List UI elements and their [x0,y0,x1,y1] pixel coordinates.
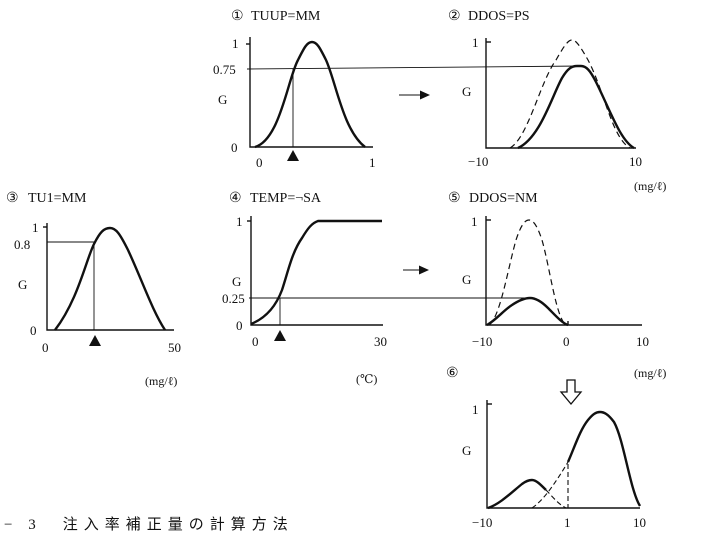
panel-5-ytick-1: 1 [471,214,478,229]
panel-4-ytick-1: 1 [236,214,243,229]
panel-3-ylabel: G [18,277,27,292]
panel-4-title: TEMP=¬SA [250,191,322,206]
panel-4-xtick-0: 0 [252,334,259,349]
panel-2-xtick-10: 10 [629,154,642,169]
panel-3-axes [46,223,174,331]
panel-3-ytick-08: 0.8 [14,237,30,252]
panel-5-unit: (mg/ℓ) [634,366,666,380]
panel-6-axes [486,400,640,509]
panel-5-title: DDOS=NM [469,191,538,206]
right-arrow-icon [419,265,429,275]
panel-2-full-set-curve [509,39,631,149]
panel-1-xtick-0: 0 [256,155,263,170]
panel-6: ⑥ 1 G −10 1 10 [446,366,646,530]
panel-4-ytick-025: 0.25 [222,291,245,306]
panel-1-ytick-1: 1 [232,36,239,51]
panel-2-unit: (mg/ℓ) [634,179,666,193]
panel-1-ylabel: G [218,92,227,107]
panel-2-ylabel: G [462,84,471,99]
panel-6-ylabel: G [462,443,471,458]
panel-2-axes [485,38,636,149]
panel-2-ytick-1: 1 [472,35,479,50]
panel-4-membership-curve [250,219,382,326]
panel-1-xtick-1: 1 [369,155,376,170]
panel-5-full-set-curve [488,219,567,326]
panel-4-xtick-30: 30 [374,334,387,349]
panel-5-xtick-neg10: −10 [472,334,492,349]
panel-5-xtick-10: 10 [636,334,649,349]
figure-caption: − 3 注入率補正量の計算方法 [4,515,294,533]
panel-3-xtick-50: 50 [168,340,181,355]
panel-5-xtick-0: 0 [563,334,570,349]
panel-1-title: TUUP=MM [251,9,321,24]
right-arrow-icon [420,90,430,100]
panel-3: ③ TU1=MM 1 0.8 0 G 0 50 (mg/ℓ) [6,191,181,388]
panel-3-ytick-0: 0 [30,323,37,338]
panel-6-right-peak-tail [531,461,569,509]
panel-6-ytick-1: 1 [472,402,479,417]
panel-6-xtick-1: 1 [564,515,571,530]
panel-3-xtick-0: 0 [42,340,49,355]
panel-5-ylabel: G [462,272,471,287]
panel-4-ytick-0: 0 [236,318,243,333]
panel-6-left-peak [487,478,547,510]
panel-4-ylabel: G [232,274,241,289]
panel-3-title: TU1=MM [28,191,87,206]
panel-3-number: ③ [6,191,19,206]
panel-2: ② DDOS=PS 1 G −10 10 (mg/ℓ) [448,9,666,193]
panel-6-left-peak-tail [545,489,567,509]
panel-3-ytick-1: 1 [32,220,39,235]
panel-5-clipped-curve [486,296,569,327]
panel-1-number: ① [231,9,244,24]
panel-5: ⑤ DDOS=NM 1 G −10 0 10 (mg/ℓ) [448,191,666,380]
panel-1-membership-curve [254,40,366,149]
panel-1-triangle-marker-icon [287,150,299,161]
panel-4-triangle-marker-icon [274,330,286,341]
panel-3-membership-curve [54,226,167,331]
panel-5-axes [485,216,642,326]
panel-6-right-peak [566,410,642,507]
panel-6-number: ⑥ [446,366,459,381]
connector-line-075 [246,65,583,70]
panel-3-unit: (mg/ℓ) [145,374,177,388]
panel-1-ytick-0: 0 [231,140,238,155]
panel-1-axes [249,37,373,148]
panel-2-number: ② [448,9,461,24]
down-hollow-arrow-icon [559,379,583,406]
panel-2-title: DDOS=PS [468,9,530,24]
panel-6-xtick-neg10: −10 [472,515,492,530]
panel-4-unit: (℃) [356,372,377,386]
panel-2-xtick-neg10: −10 [468,154,488,169]
panel-3-triangle-marker-icon [89,335,101,346]
panel-4-number: ④ [229,191,242,206]
panel-1: ① TUUP=MM 1 0.75 0 G 0 1 [213,9,583,170]
panel-6-xtick-10: 10 [633,515,646,530]
panel-4-axes [250,216,383,326]
panel-5-number: ⑤ [448,191,461,206]
panel-1-ytick-075: 0.75 [213,62,236,77]
panel-2-clipped-curve [517,64,635,150]
